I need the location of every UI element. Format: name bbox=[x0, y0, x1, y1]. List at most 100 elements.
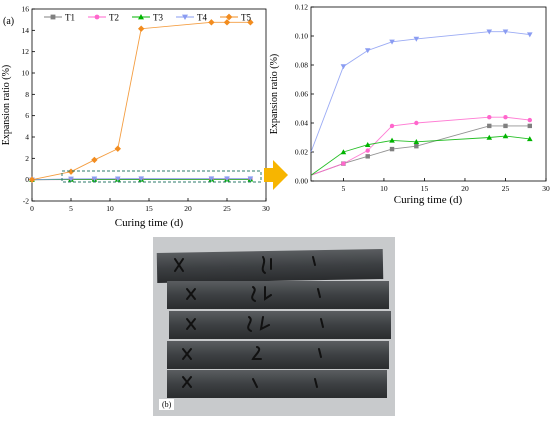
y-tick-label: 0.00 bbox=[295, 177, 308, 186]
legend-label-t3: T3 bbox=[153, 13, 163, 23]
y-tick-label: 0.10 bbox=[295, 32, 308, 41]
data-point-t1 bbox=[503, 123, 508, 129]
data-point-t2 bbox=[487, 115, 492, 120]
data-point-t5 bbox=[138, 25, 145, 32]
right-tick-group: 5 10 15 20 25 30 0.00 0.02 0.04 0.06 0.08 0.10 0.12 bbox=[295, 3, 550, 194]
right-chart: 5 10 15 20 25 300.000.020.040.060.080.100.12 … bbox=[269, 3, 550, 207]
right-y-axis-label: Expansion ratio (%) bbox=[269, 54, 280, 135]
y-tick-label: 2 bbox=[25, 154, 29, 163]
x-tick-label: 5 bbox=[69, 204, 73, 213]
data-point-t3 bbox=[486, 134, 493, 140]
data-point-t5 bbox=[114, 145, 121, 152]
x-tick-label: 25 bbox=[223, 204, 231, 213]
x-tick-label: 5 bbox=[342, 184, 346, 193]
x-tick-label: 20 bbox=[461, 184, 469, 193]
data-point-t2 bbox=[365, 148, 370, 153]
x-tick-label: 30 bbox=[542, 184, 550, 193]
data-point-t4 bbox=[364, 48, 371, 54]
series-line-t1 bbox=[310, 125, 530, 176]
x-tick-label: 15 bbox=[145, 204, 153, 213]
y-tick-label: 0.06 bbox=[295, 90, 308, 99]
y-tick-label: 0.12 bbox=[295, 3, 308, 12]
data-point-t2 bbox=[503, 115, 508, 120]
specimen-bars-illustration bbox=[153, 237, 395, 416]
data-point-t4 bbox=[115, 176, 121, 182]
data-point-t4 bbox=[208, 176, 215, 182]
y-tick-label: 4 bbox=[25, 133, 29, 142]
data-point-t3 bbox=[502, 133, 509, 139]
x-tick-label: 25 bbox=[502, 184, 510, 193]
y-tick-label: 0 bbox=[25, 175, 29, 184]
data-point-t1 bbox=[365, 154, 370, 159]
zoom-highlight-box bbox=[61, 170, 262, 183]
data-point-t3 bbox=[340, 149, 347, 155]
data-point-t4 bbox=[247, 176, 254, 182]
zoom-arrow bbox=[264, 160, 288, 190]
left-x-axis-label: Curing time (d) bbox=[115, 217, 184, 229]
legend-label-t4: T4 bbox=[197, 13, 207, 23]
series-line-t5 bbox=[31, 21, 251, 181]
data-point-t3 bbox=[413, 139, 420, 145]
data-point-t5 bbox=[91, 156, 98, 164]
y-tick-label: 6 bbox=[25, 111, 29, 120]
data-point-t5 bbox=[208, 19, 215, 26]
legend-marker-t1 bbox=[50, 14, 56, 20]
x-tick-label: 10 bbox=[380, 184, 388, 193]
specimen-bar-4 bbox=[167, 341, 389, 369]
data-point-t2 bbox=[389, 123, 395, 129]
data-point-t2 bbox=[341, 161, 346, 166]
right-x-axis-label: Curing time (d) bbox=[394, 194, 463, 206]
data-point-t1 bbox=[527, 123, 532, 129]
data-point-t5 bbox=[28, 176, 36, 183]
specimen-photo: (b) bbox=[153, 237, 395, 416]
y-tick-label: 8 bbox=[25, 90, 29, 99]
series-line-t3 bbox=[310, 135, 530, 176]
right-series-lines bbox=[310, 31, 530, 176]
x-tick-label: 15 bbox=[421, 184, 429, 193]
data-point-t4 bbox=[526, 32, 533, 38]
x-tick-label: 30 bbox=[262, 204, 270, 213]
y-tick-label: 14 bbox=[22, 26, 30, 35]
x-tick-label: 10 bbox=[106, 204, 114, 213]
data-point-t4 bbox=[138, 176, 144, 182]
legend-marker-t5 bbox=[225, 13, 233, 21]
panel-label-b: (b) bbox=[159, 399, 175, 410]
left-series-lines bbox=[31, 21, 251, 181]
legend-marker-t2 bbox=[94, 14, 100, 20]
series-line-t2 bbox=[310, 116, 530, 176]
data-point-t1 bbox=[414, 144, 419, 149]
data-point-t4 bbox=[486, 29, 493, 35]
y-tick-label: 12 bbox=[22, 47, 30, 56]
data-point-t4 bbox=[413, 36, 420, 42]
legend-marker-t4 bbox=[182, 14, 188, 20]
series-line-t4 bbox=[310, 31, 530, 153]
data-point-t4 bbox=[224, 176, 230, 182]
y-tick-label: 16 bbox=[22, 5, 30, 14]
x-tick-label: 20 bbox=[184, 204, 192, 213]
data-point-t4 bbox=[340, 64, 347, 70]
data-point-t5 bbox=[223, 19, 231, 26]
left-y-axis-label: Expansion ratio (%) bbox=[1, 65, 12, 146]
data-point-t2 bbox=[414, 120, 419, 126]
panel-label-a: (a) bbox=[3, 16, 14, 27]
legend-marker-t3 bbox=[138, 14, 144, 20]
specimen-bar-2 bbox=[167, 281, 389, 309]
data-point-t4 bbox=[389, 39, 395, 45]
y-tick-label: 0.02 bbox=[295, 148, 308, 157]
x-tick-label: 0 bbox=[30, 204, 34, 213]
legend-label-t5: T5 bbox=[241, 13, 251, 23]
legend: T1 T2 T3 T4 T5 bbox=[44, 13, 251, 23]
legend-label-t2: T2 bbox=[109, 13, 119, 23]
series-line-t4 bbox=[31, 178, 251, 181]
y-tick-label: 0.08 bbox=[295, 61, 308, 70]
y-tick-label: -2 bbox=[23, 197, 29, 206]
data-point-t1 bbox=[487, 123, 492, 129]
y-tick-label: 10 bbox=[22, 69, 30, 78]
data-point-t3 bbox=[389, 137, 395, 143]
data-point-t2 bbox=[527, 117, 532, 123]
data-point-t1 bbox=[389, 146, 395, 152]
data-point-t3 bbox=[526, 136, 533, 142]
right-plot-frame bbox=[310, 6, 547, 182]
right-series-markers bbox=[340, 29, 533, 166]
